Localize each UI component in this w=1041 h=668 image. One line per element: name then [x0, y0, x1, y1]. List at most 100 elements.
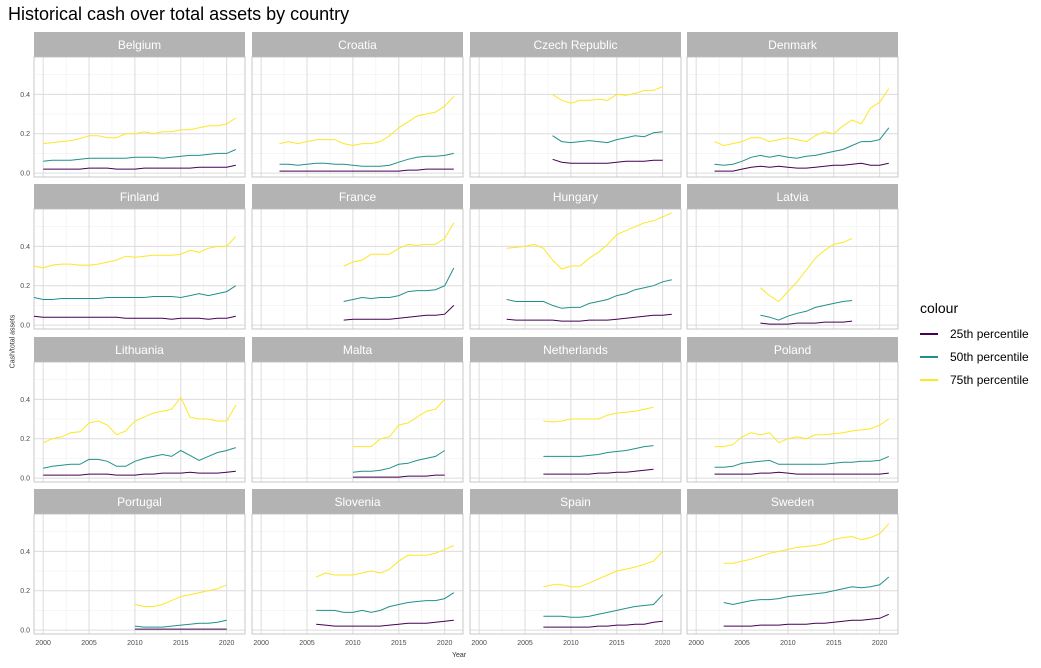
panel-poland: [687, 362, 898, 482]
line-malta-25th-percentile: [352, 474, 445, 478]
panel-france: [252, 209, 463, 329]
panel-lithuania: [34, 362, 245, 482]
panel-denmark: [687, 57, 898, 177]
y-tick-label: 0.2: [20, 283, 30, 290]
panel-border-malta: [251, 361, 464, 483]
line-spain-75th-percentile: [543, 551, 664, 588]
strip-netherlands: [470, 337, 681, 362]
y-tick-label: 0.0: [20, 476, 30, 483]
strip-label-lithuania: Lithuania: [115, 343, 164, 357]
line-poland-50th-percentile: [714, 455, 890, 468]
strip-czech-republic: [470, 32, 681, 57]
y-tick-label: 0.4: [20, 397, 30, 404]
y-tick-label: 0.0: [20, 171, 30, 178]
line-slovenia-25th-percentile: [316, 619, 454, 627]
strip-label-croatia: Croatia: [338, 38, 377, 52]
panel-border-portugal: [33, 513, 246, 635]
line-lithuania-50th-percentile: [43, 447, 236, 469]
line-denmark-75th-percentile: [714, 88, 890, 147]
line-portugal-75th-percentile: [134, 584, 227, 607]
panel-sweden: [687, 514, 898, 634]
line-sweden-50th-percentile: [723, 576, 890, 606]
panel-border-sweden: [686, 513, 899, 635]
line-lithuania-25th-percentile: [43, 470, 236, 476]
strip-label-denmark: Denmark: [768, 38, 818, 52]
legend-item-p50: 50th percentile: [920, 345, 1029, 368]
panel-border-hungary: [469, 208, 682, 330]
legend-label-p25: 25th percentile: [950, 326, 1029, 341]
panel-border-latvia: [686, 208, 899, 330]
x-tick-label: 2010: [345, 640, 361, 647]
line-france-50th-percentile: [343, 267, 455, 302]
line-belgium-25th-percentile: [43, 164, 236, 170]
panel-border-france: [251, 208, 464, 330]
strip-label-sweden: Sweden: [771, 495, 814, 509]
strip-label-hungary: Hungary: [553, 190, 598, 204]
line-hungary-50th-percentile: [506, 279, 672, 309]
line-slovenia-50th-percentile: [316, 592, 455, 613]
panel-border-slovenia: [251, 513, 464, 635]
strip-finland: [34, 184, 245, 209]
line-sweden-25th-percentile: [723, 613, 890, 627]
y-tick-label: 0.4: [20, 549, 30, 556]
panel-croatia: [252, 57, 463, 177]
line-belgium-75th-percentile: [43, 117, 237, 145]
line-lithuania-75th-percentile: [42, 396, 237, 444]
line-netherlands-50th-percentile: [543, 445, 654, 457]
strip-lithuania: [34, 337, 245, 362]
legend-item-p25: 25th percentile: [920, 322, 1029, 345]
line-croatia-75th-percentile: [279, 95, 455, 147]
legend: colour 25th percentile 50th percentile 7…: [920, 300, 1029, 391]
line-netherlands-75th-percentile: [543, 406, 654, 423]
panel-czech-republic: [470, 57, 681, 177]
x-tick-label: 2020: [655, 640, 671, 647]
strip-hungary: [470, 184, 681, 209]
strip-slovenia: [252, 489, 463, 514]
line-poland-25th-percentile: [714, 471, 889, 475]
panel-border-croatia: [251, 56, 464, 178]
legend-label-p50: 50th percentile: [950, 349, 1029, 364]
line-spain-25th-percentile: [543, 620, 663, 628]
strip-label-spain: Spain: [560, 495, 591, 509]
faceted-line-chart: Belgium 0.0 0.2 0.4 Croatia Czech Republic Den…: [20, 32, 899, 647]
y-tick-label: 0.2: [20, 131, 30, 138]
strip-label-poland: Poland: [774, 343, 811, 357]
line-france-25th-percentile: [343, 305, 455, 321]
strip-label-malta: Malta: [343, 343, 373, 357]
line-poland-75th-percentile: [714, 418, 890, 448]
x-tick-label: 2010: [563, 640, 579, 647]
line-sweden-75th-percentile: [723, 523, 890, 564]
line-hungary-25th-percentile: [506, 313, 672, 322]
panel-spain: [470, 514, 681, 634]
y-tick-label: 0.0: [20, 323, 30, 330]
panel-border-czech-republic: [469, 56, 682, 178]
strip-latvia: [687, 184, 898, 209]
panel-border-belgium: [33, 56, 246, 178]
line-denmark-25th-percentile: [714, 162, 889, 172]
strip-spain: [470, 489, 681, 514]
legend-key-p50: [920, 355, 938, 358]
x-tick-label: 2005: [517, 640, 533, 647]
strip-belgium: [34, 32, 245, 57]
panel-border-poland: [686, 361, 899, 483]
strip-label-portugal: Portugal: [117, 495, 162, 509]
strip-label-czech-republic: Czech Republic: [533, 38, 617, 52]
legend-key-p25: [920, 332, 938, 335]
x-tick-label: 2015: [609, 640, 625, 647]
x-tick-label: 2015: [826, 640, 842, 647]
line-finland-50th-percentile: [33, 285, 237, 300]
panel-border-spain: [469, 513, 682, 635]
line-hungary-75th-percentile: [506, 212, 673, 270]
panel-portugal: [34, 514, 245, 634]
line-czech-republic-75th-percentile: [552, 86, 663, 104]
line-france-75th-percentile: [343, 222, 455, 267]
strip-label-latvia: Latvia: [776, 190, 808, 204]
y-tick-label: 0.4: [20, 92, 30, 99]
legend-item-p75: 75th percentile: [920, 368, 1029, 391]
x-tick-label: 2000: [688, 640, 704, 647]
strip-poland: [687, 337, 898, 362]
x-tick-label: 2010: [127, 640, 143, 647]
panel-malta: [252, 362, 463, 482]
line-latvia-50th-percentile: [760, 300, 853, 321]
y-tick-label: 0.0: [20, 628, 30, 635]
